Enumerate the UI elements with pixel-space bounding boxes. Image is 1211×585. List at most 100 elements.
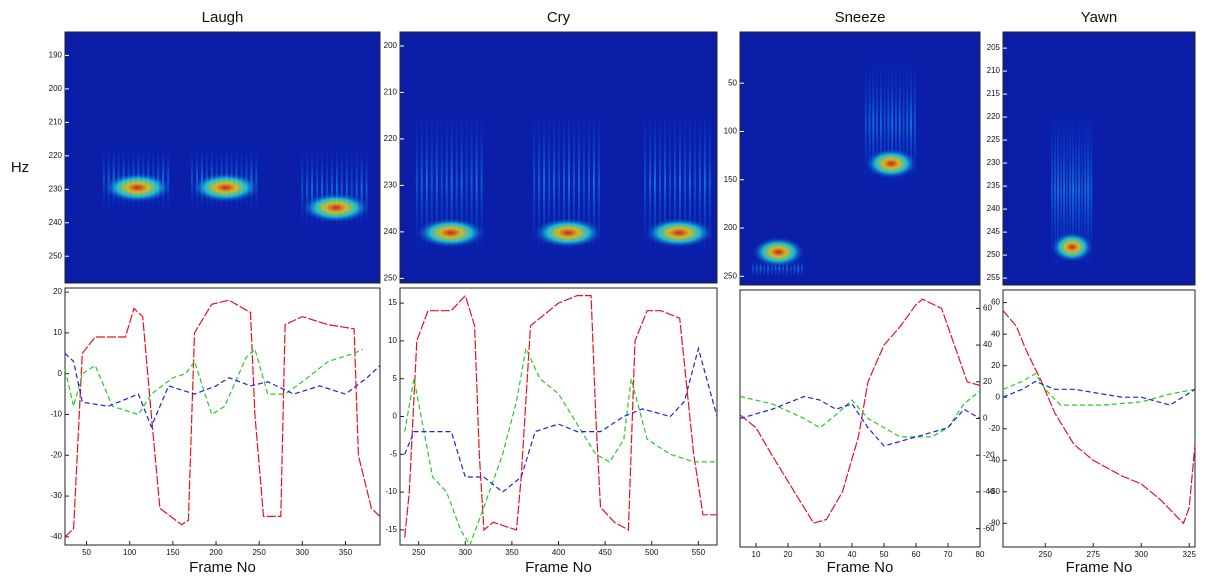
spectrogram-texture <box>167 144 170 213</box>
spectrogram-texture <box>470 107 473 258</box>
spectrogram-texture <box>1081 107 1084 273</box>
y-tick-label: 240 <box>49 218 63 227</box>
spectrogram-texture <box>872 57 875 189</box>
y-tick-label: 100 <box>724 127 738 136</box>
spectrogram-texture <box>582 107 585 258</box>
spectrogram-hotspot <box>644 217 714 248</box>
spectrogram-texture <box>902 57 905 189</box>
spectrogram-texture <box>797 259 800 278</box>
spectrogram-texture <box>577 107 580 258</box>
y-tick-label: -80 <box>988 518 1000 527</box>
x-tick-label: 70 <box>944 550 953 559</box>
y-tick-label: 10 <box>53 328 62 337</box>
spectrogram-texture <box>1075 107 1078 273</box>
series-line <box>404 346 718 493</box>
spectrogram-texture <box>1063 107 1066 273</box>
spectrogram-texture <box>480 107 483 258</box>
spectrogram-texture <box>906 57 909 189</box>
spectrogram-texture <box>306 144 309 233</box>
spectrogram-texture <box>435 107 438 258</box>
spectrogram-texture <box>465 107 468 258</box>
spectrogram-texture <box>538 107 541 258</box>
spectrogram-texture <box>301 144 304 233</box>
spectrogram-texture <box>767 259 770 278</box>
x-tick-label: 275 <box>1087 550 1101 559</box>
spectrogram-texture <box>894 57 897 189</box>
spectrogram-texture <box>778 259 781 278</box>
y-tick-label: 40 <box>983 340 992 349</box>
y-tick-label: 15 <box>388 298 397 307</box>
spectrogram-texture <box>910 57 913 189</box>
spectrogram-texture <box>345 144 348 233</box>
y-tick-label: 230 <box>49 184 63 193</box>
chart-title: Yawn <box>1081 9 1117 26</box>
spectrogram-texture <box>801 259 804 278</box>
spectrogram-texture <box>1087 107 1090 273</box>
y-tick-label: 250 <box>724 271 738 280</box>
spectrogram-texture <box>543 107 546 258</box>
plot-frame <box>1002 31 1196 286</box>
x-tick-label: 10 <box>752 550 761 559</box>
y-tick-label: 250 <box>987 250 1001 259</box>
spectrogram-texture <box>1066 107 1069 273</box>
y-tick-label: 200 <box>724 223 738 232</box>
x-tick-label: 300 <box>1135 550 1149 559</box>
x-axis-label: Frame No <box>827 559 894 576</box>
y-tick-label: 240 <box>384 227 398 236</box>
spectrogram-texture <box>774 259 777 278</box>
y-tick-label: -40 <box>988 455 1000 464</box>
spectrogram-texture <box>793 259 796 278</box>
spectrogram-texture <box>420 107 423 258</box>
chart-title: Cry <box>547 9 571 26</box>
spectrogram-texture <box>455 107 458 258</box>
series-line <box>64 299 381 538</box>
y-tick-label: -40 <box>50 532 62 541</box>
y-tick-label: 190 <box>49 51 63 60</box>
x-axis-label: Frame No <box>189 559 256 576</box>
x-tick-label: 250 <box>1039 550 1053 559</box>
spectrogram-texture <box>668 107 671 258</box>
x-tick-label: 300 <box>296 548 310 557</box>
spectrogram-texture <box>1084 107 1087 273</box>
spectrogram-texture <box>752 259 754 278</box>
series-line <box>1002 380 1196 406</box>
spectrogram-texture <box>355 144 358 233</box>
x-tick-label: 50 <box>880 550 889 559</box>
x-tick-label: 40 <box>848 550 857 559</box>
x-tick-label: 30 <box>816 550 825 559</box>
y-tick-label: 60 <box>983 303 992 312</box>
y-tick-label: 0 <box>58 369 63 378</box>
x-tick-label: 350 <box>505 548 519 557</box>
spectrogram-texture <box>360 144 363 233</box>
y-tick-label: -15 <box>385 525 397 534</box>
y-tick-label: 200 <box>384 41 398 50</box>
spectrogram-texture <box>876 57 879 189</box>
spectrogram-texture <box>1057 107 1060 273</box>
spectrogram-texture <box>553 107 556 258</box>
y-tick-label: -60 <box>988 487 1000 496</box>
x-tick-label: 100 <box>123 548 137 557</box>
spectrogram-texture <box>548 107 551 258</box>
spectrogram-texture <box>789 259 792 278</box>
y-tick-label: 200 <box>49 84 63 93</box>
x-tick-label: 150 <box>166 548 180 557</box>
spectrogram-texture <box>1078 107 1081 273</box>
spectrogram-texture <box>450 107 453 258</box>
plot-frame <box>1002 289 1196 548</box>
y-tick-label: 40 <box>991 329 1000 338</box>
spectrogram-texture <box>688 107 691 258</box>
spectrogram-texture <box>898 57 901 189</box>
plot-frame <box>399 31 718 284</box>
spectrogram-texture <box>913 57 916 189</box>
plot-frame <box>739 31 981 286</box>
spectrogram-texture <box>572 107 575 258</box>
spectrogram-texture <box>1051 107 1053 273</box>
series-line <box>404 346 717 547</box>
y-tick-label: 10 <box>388 336 397 345</box>
spectrogram-texture <box>440 107 443 258</box>
spectrogram-hotspot <box>415 217 486 248</box>
spectrogram-background <box>1003 32 1195 285</box>
y-tick-label: 210 <box>987 66 1001 75</box>
spectrogram-texture <box>195 144 198 213</box>
